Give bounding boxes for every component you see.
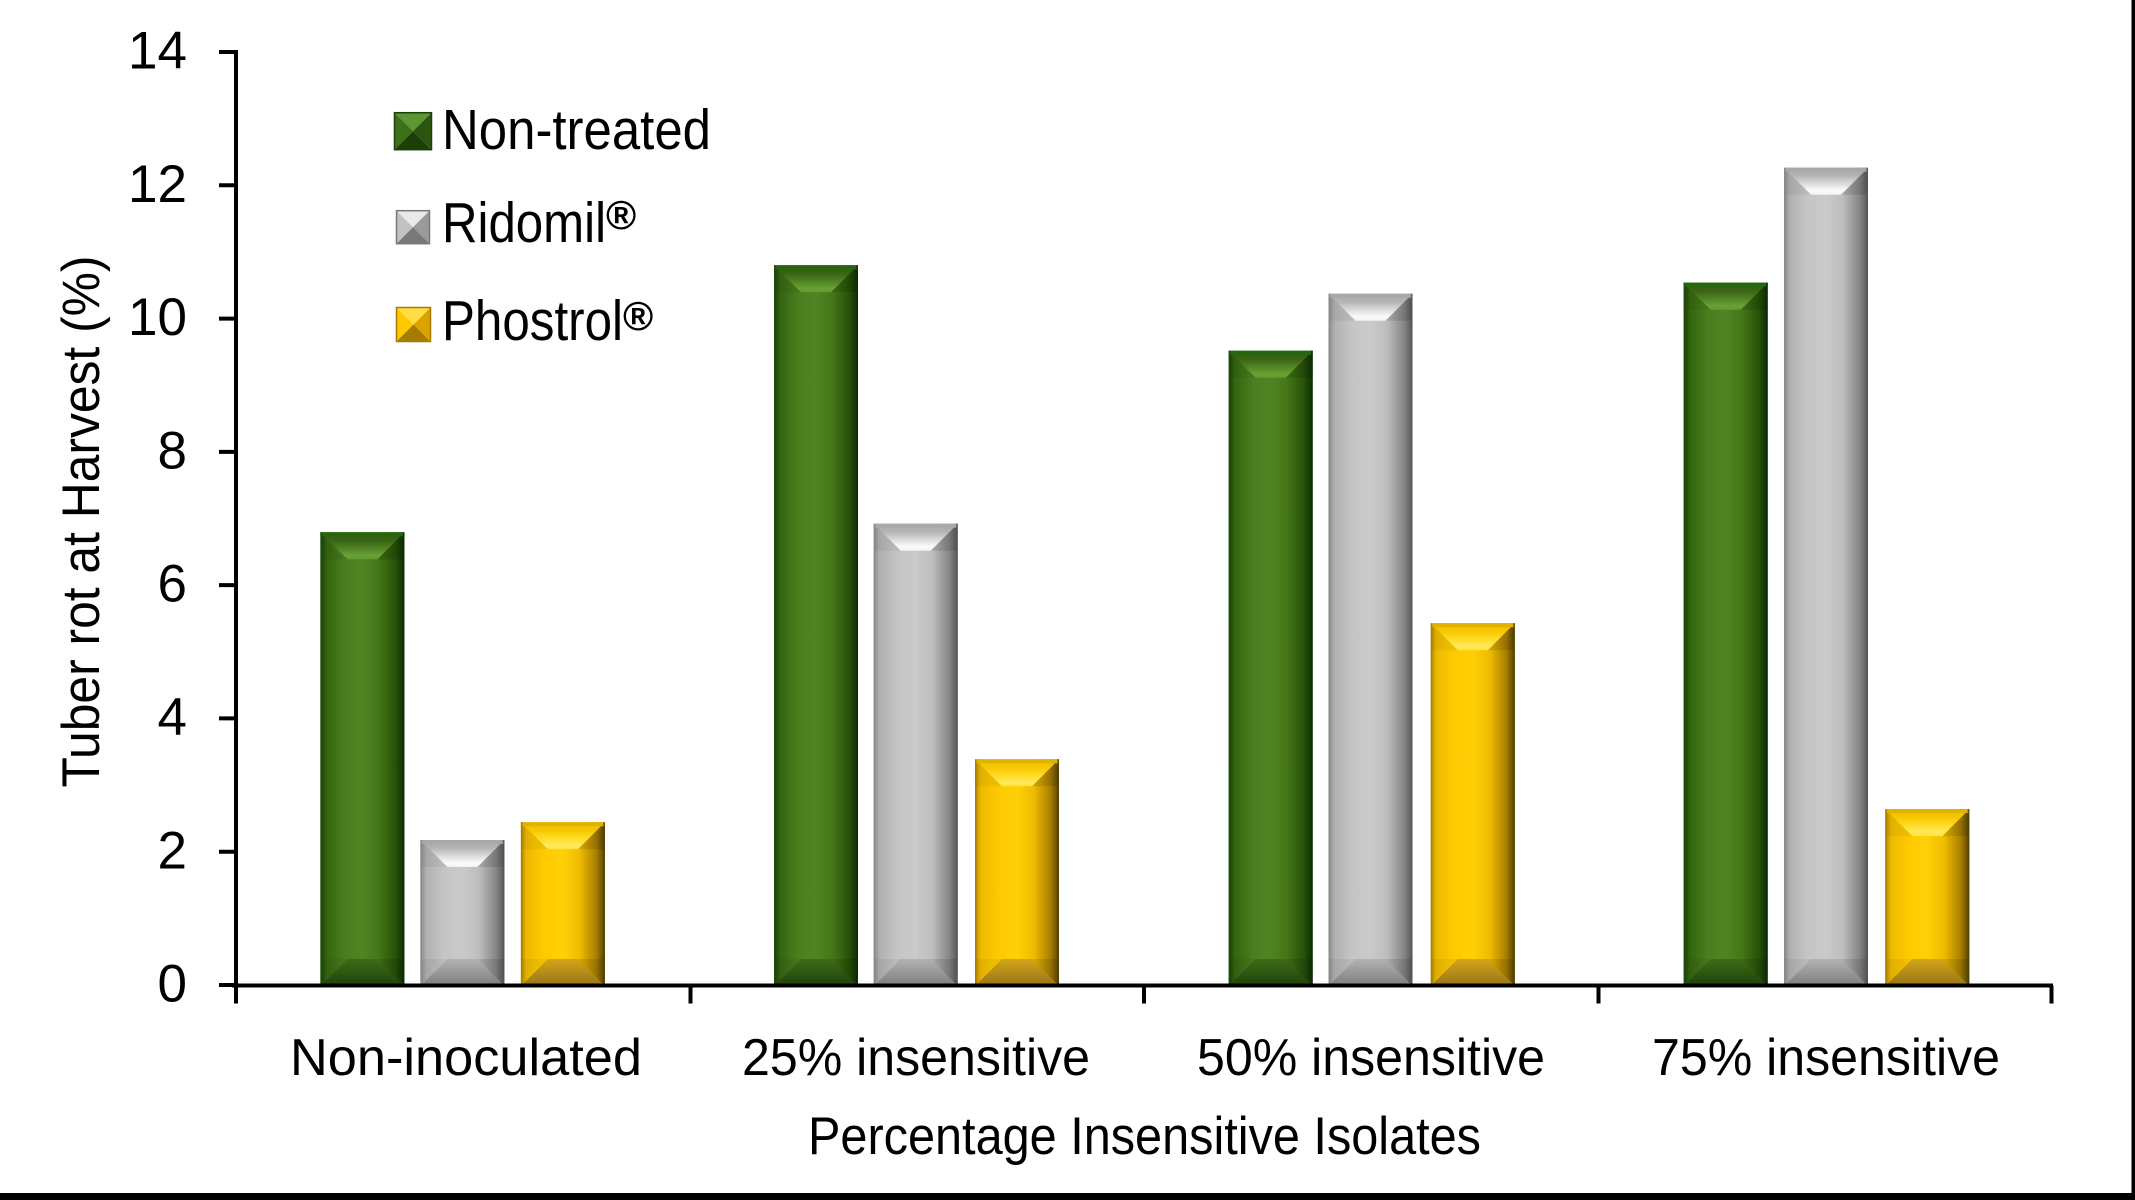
svg-text:0: 0	[158, 955, 187, 1014]
svg-text:Non-treated: Non-treated	[442, 98, 711, 162]
svg-text:50% insensitive: 50% insensitive	[1197, 1029, 1545, 1087]
svg-text:6: 6	[158, 555, 187, 614]
svg-text:12: 12	[128, 155, 187, 214]
svg-text:75% insensitive: 75% insensitive	[1652, 1029, 2000, 1087]
svg-text:4: 4	[158, 688, 187, 747]
svg-text:2: 2	[158, 821, 187, 880]
svg-text:Phostrol®: Phostrol®	[442, 289, 653, 353]
svg-text:Non-inoculated: Non-inoculated	[290, 1029, 642, 1087]
svg-text:8: 8	[158, 421, 187, 480]
svg-text:Percentage Insensitive Isolate: Percentage Insensitive Isolates	[808, 1107, 1481, 1166]
svg-text:14: 14	[128, 22, 187, 81]
svg-text:Tuber rot at Harvest (%): Tuber rot at Harvest (%)	[52, 256, 111, 788]
svg-text:10: 10	[128, 288, 187, 347]
svg-text:Ridomil®: Ridomil®	[442, 191, 636, 255]
svg-text:25% insensitive: 25% insensitive	[742, 1029, 1090, 1087]
